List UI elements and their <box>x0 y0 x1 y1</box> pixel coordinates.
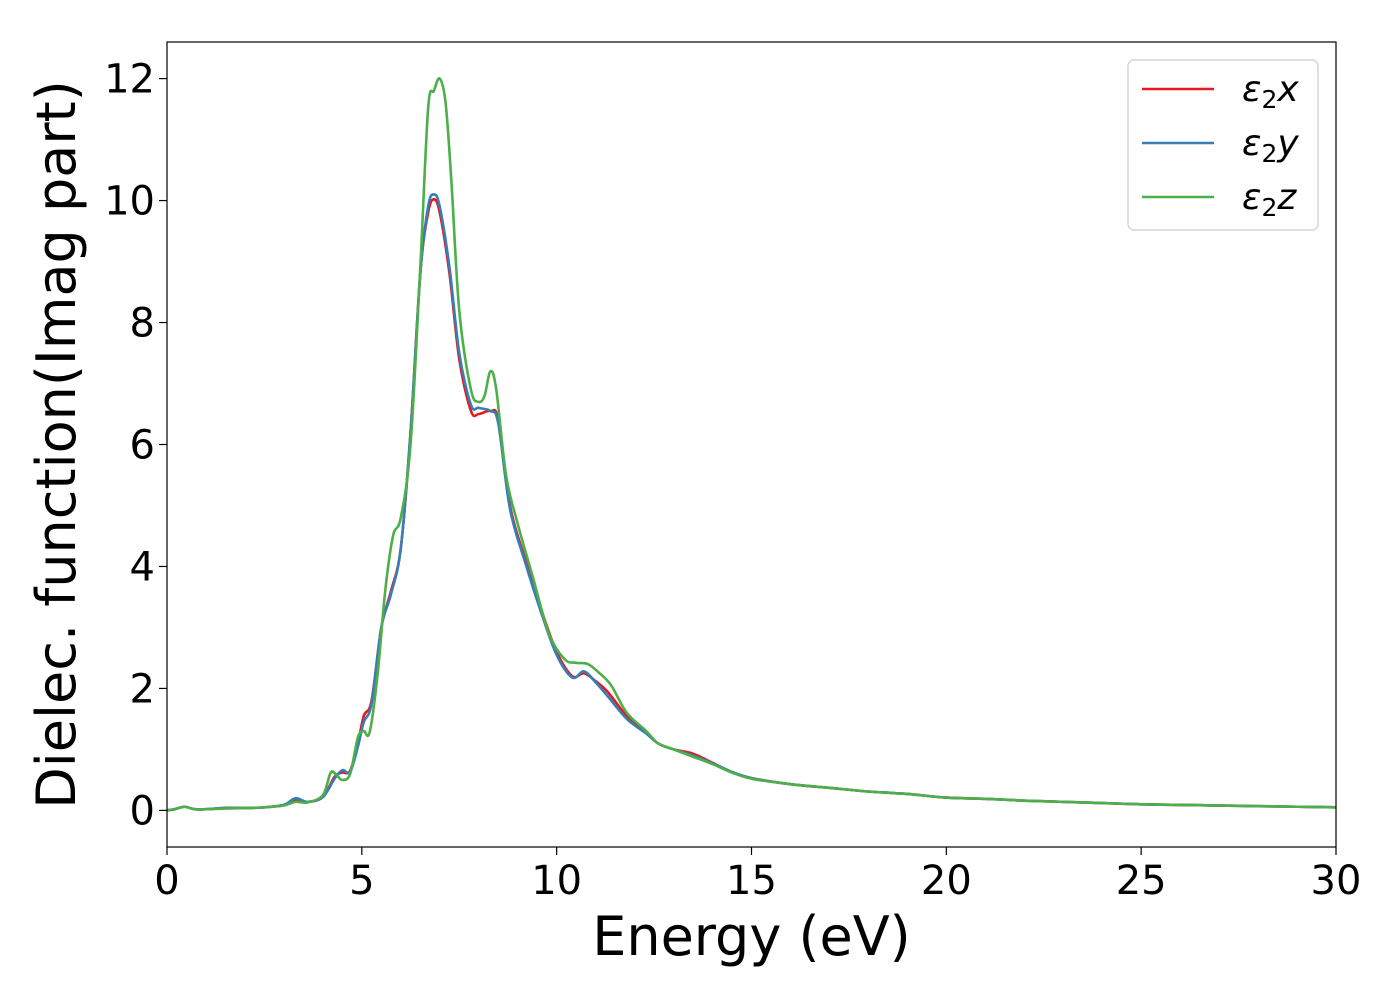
y-tick-label: 0 <box>130 788 155 834</box>
series-line-z <box>167 77 1336 812</box>
series-line-y <box>167 193 1336 812</box>
legend-label: ε2y <box>1242 123 1299 168</box>
x-tick-label: 25 <box>1116 858 1167 904</box>
series-line-x <box>167 198 1336 812</box>
y-axis-title: Dielec. function(Imag part) <box>25 80 88 809</box>
x-tick-label: 5 <box>349 858 374 904</box>
y-axis: 0 2 4 6 8 10 12 <box>104 57 167 834</box>
legend-label: ε2z <box>1242 177 1297 222</box>
y-tick-label: 2 <box>130 666 155 712</box>
legend-box <box>1127 59 1319 231</box>
x-axis-title: Energy (eV) <box>592 905 911 968</box>
x-tick-label: 30 <box>1311 858 1362 904</box>
x-tick-label: 20 <box>921 858 972 904</box>
legend-label: ε2x <box>1242 69 1299 114</box>
x-tick-label: 10 <box>531 858 582 904</box>
y-tick-label: 12 <box>104 57 155 103</box>
x-tick-label: 15 <box>726 858 777 904</box>
legend: ε2x ε2y ε2z <box>1127 59 1319 231</box>
y-tick-label: 10 <box>104 179 155 225</box>
y-tick-label: 6 <box>130 423 155 469</box>
x-tick-label: 0 <box>154 858 179 904</box>
series-layer <box>167 77 1336 812</box>
y-tick-label: 4 <box>130 544 155 590</box>
y-tick-label: 8 <box>130 301 155 347</box>
x-axis: 0 5 10 15 20 25 30 <box>154 847 1361 904</box>
